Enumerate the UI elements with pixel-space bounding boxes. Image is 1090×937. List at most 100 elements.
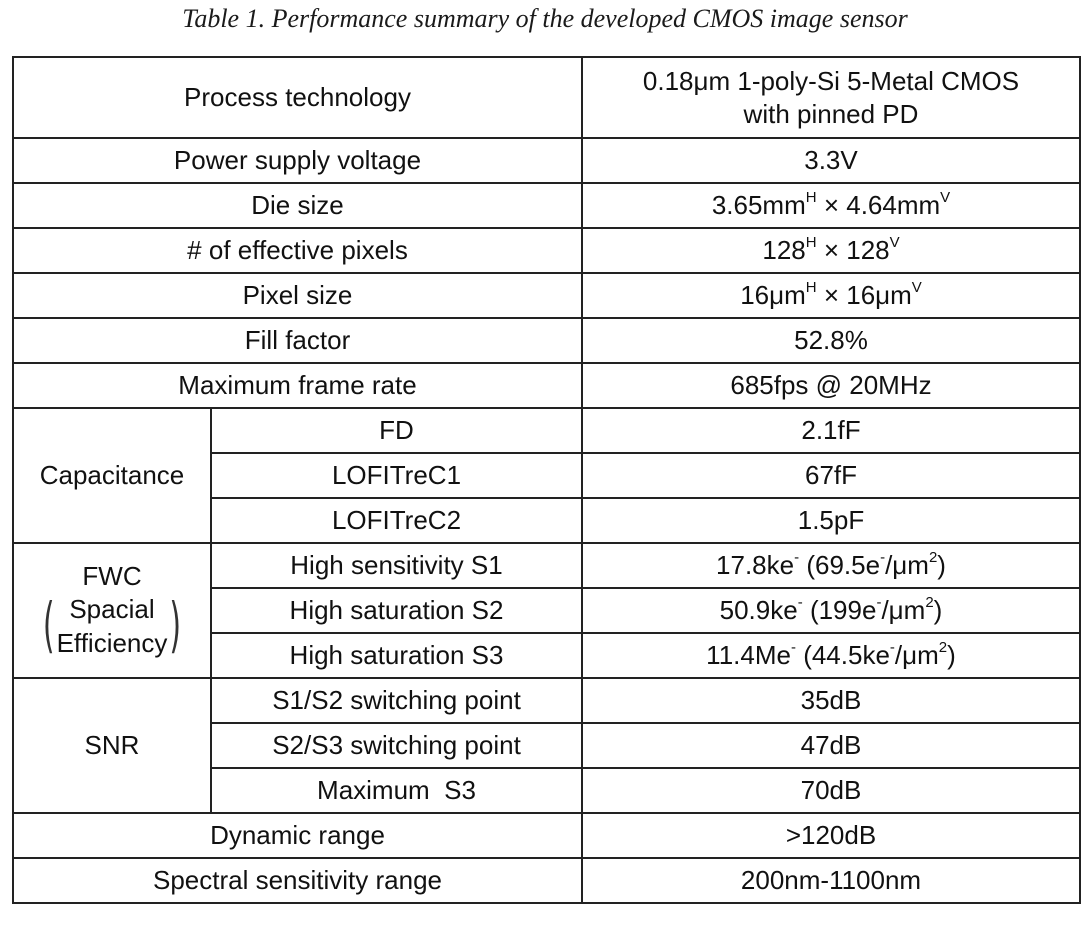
table-row: Maximum frame rate 685fps @ 20MHz <box>12 362 1081 409</box>
table-row: SNR S1/S2 switching point 35dB <box>12 677 1081 814</box>
group-label: Capacitance <box>12 407 212 544</box>
superscript: - <box>880 548 886 566</box>
table-row: Power supply voltage 3.3V <box>12 137 1081 184</box>
value-part: /μm <box>894 640 939 671</box>
value-part: 128 <box>846 235 890 266</box>
superscript: H <box>805 278 817 296</box>
group-label-line: Efficiency <box>56 627 168 658</box>
row-value: >120dB <box>581 812 1081 859</box>
value-part: /μm <box>885 550 929 581</box>
group-label-line: FWC <box>82 561 142 592</box>
paren-group: ( Spacial Efficiency ) <box>41 591 183 661</box>
value-part: 3.65mm <box>711 190 806 221</box>
superscript: 2 <box>938 638 948 656</box>
paren-content: Spacial Efficiency <box>57 593 168 661</box>
table-row: FWC ( Spacial Efficiency ) High sensitiv… <box>12 542 1081 679</box>
row-value: 128H × 128V <box>581 227 1081 274</box>
superscript: - <box>876 593 882 611</box>
superscript: - <box>794 548 800 566</box>
superscript: - <box>790 638 796 656</box>
table-caption: Table 1. Performance summary of the deve… <box>182 4 908 33</box>
value-part: (69.5e <box>799 550 881 581</box>
table-row: Maximum S3 70dB <box>13 767 1081 814</box>
row-value: 52.8% <box>581 317 1081 364</box>
superscript: V <box>889 233 900 251</box>
table-row: LOFITreC1 67fF <box>13 452 1081 499</box>
superscript: H <box>805 233 817 251</box>
row-label: Fill factor <box>12 317 583 364</box>
row-label: High sensitivity S1 <box>210 542 583 589</box>
group-label: SNR <box>12 677 212 814</box>
row-label: LOFITreC2 <box>210 497 583 544</box>
value-part: 16μm <box>846 280 912 311</box>
row-label: High saturation S2 <box>210 587 583 634</box>
superscript: - <box>889 638 895 656</box>
row-value: 1.5pF <box>581 497 1081 544</box>
row-label: Maximum S3 <box>210 767 583 814</box>
table-row: High saturation S2 50.9ke- (199e-/μm2) <box>13 587 1081 634</box>
superscript: - <box>797 593 803 611</box>
row-label: FD <box>210 407 583 454</box>
row-value: 70dB <box>581 767 1081 814</box>
value-part: ) <box>937 550 946 581</box>
row-label: Spectral sensitivity range <box>12 857 583 904</box>
superscript: V <box>940 188 951 206</box>
superscript: 2 <box>925 593 934 611</box>
value-part: 50.9ke <box>719 595 798 626</box>
row-label: Maximum frame rate <box>12 362 583 409</box>
group-label: FWC ( Spacial Efficiency ) <box>12 542 212 679</box>
row-value: 16μmH × 16μmV <box>581 272 1081 319</box>
value-part: (44.5ke <box>795 640 890 671</box>
table-row: Spectral sensitivity range 200nm-1100nm <box>12 857 1081 904</box>
value-part: 16μm <box>740 280 806 311</box>
row-label: LOFITreC1 <box>210 452 583 499</box>
row-label: Process technology <box>12 56 583 139</box>
row-value: 0.18μm 1-poly-Si 5-Metal CMOS with pinne… <box>581 56 1081 139</box>
table-row: Fill factor 52.8% <box>12 317 1081 364</box>
left-paren: ( <box>42 591 55 662</box>
value-part: 128 <box>762 235 806 266</box>
row-label: S1/S2 switching point <box>210 677 583 724</box>
row-label: Pixel size <box>12 272 583 319</box>
row-value: 685fps @ 20MHz <box>581 362 1081 409</box>
row-value: 35dB <box>581 677 1081 724</box>
value-line: with pinned PD <box>743 98 919 129</box>
superscript: V <box>911 278 922 296</box>
row-label: Power supply voltage <box>12 137 583 184</box>
superscript: H <box>805 188 817 206</box>
table-row: Process technology 0.18μm 1-poly-Si 5-Me… <box>12 56 1081 139</box>
row-label: S2/S3 switching point <box>210 722 583 769</box>
times-sign: × <box>816 190 847 221</box>
value-part: (199e <box>802 595 877 626</box>
times-sign: × <box>816 235 847 266</box>
table-row: Dynamic range >120dB <box>12 812 1081 859</box>
row-label: High saturation S3 <box>210 632 583 679</box>
table-row: Capacitance FD 2.1fF <box>12 407 1081 544</box>
row-value: 3.3V <box>581 137 1081 184</box>
row-value: 200nm-1100nm <box>581 857 1081 904</box>
table-row: Pixel size 16μmH × 16μmV <box>12 272 1081 319</box>
row-label: Die size <box>12 182 583 229</box>
table-row: High saturation S3 11.4Me- (44.5ke-/μm2) <box>13 632 1081 679</box>
table-row: Die size 3.65mmH × 4.64mmV <box>12 182 1081 229</box>
value-part: 17.8ke <box>716 550 795 581</box>
value-part: ) <box>933 595 943 626</box>
row-value: 67fF <box>581 452 1081 499</box>
value-part: ) <box>947 640 956 671</box>
row-value: 47dB <box>581 722 1081 769</box>
table-row: S2/S3 switching point 47dB <box>13 722 1081 769</box>
group-label-line: Spacial <box>69 593 155 624</box>
right-paren: ) <box>169 591 182 662</box>
value-part: 4.64mm <box>846 190 941 221</box>
performance-table: Process technology 0.18μm 1-poly-Si 5-Me… <box>12 56 1081 904</box>
row-value: 2.1fF <box>581 407 1081 454</box>
value-part: /μm <box>881 595 926 626</box>
table-row: LOFITreC2 1.5pF <box>13 497 1081 544</box>
row-value: 50.9ke- (199e-/μm2) <box>581 587 1081 634</box>
times-sign: × <box>816 280 847 311</box>
row-value: 11.4Me- (44.5ke-/μm2) <box>581 632 1081 679</box>
row-label: # of effective pixels <box>12 227 583 274</box>
row-value: 17.8ke- (69.5e-/μm2) <box>581 542 1081 589</box>
table-row: # of effective pixels 128H × 128V <box>12 227 1081 274</box>
row-label: Dynamic range <box>12 812 583 859</box>
